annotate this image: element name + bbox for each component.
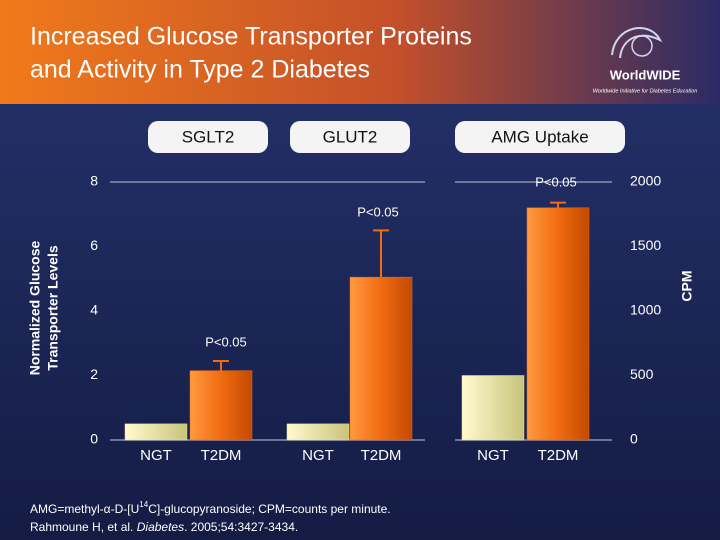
logo-name: WorldWIDE	[610, 67, 681, 82]
y2-tick-label: 2000	[630, 173, 661, 189]
y-tick-label: 2	[90, 366, 98, 382]
logo-swirl	[611, 27, 663, 59]
y-tick-label: 8	[90, 173, 98, 189]
x-tick-label: NGT	[302, 447, 334, 464]
title-line: Increased Glucose Transporter Proteins	[30, 23, 472, 51]
y2-tick-label: 1000	[630, 302, 661, 318]
y-tick-label: 0	[90, 431, 98, 447]
header-band	[0, 0, 720, 104]
y-tick-label: 4	[90, 302, 98, 318]
y2-tick-label: 1500	[630, 237, 661, 253]
bar	[124, 423, 188, 441]
y-axis-title: Normalized Glucose	[27, 240, 43, 375]
footnote-part: C]-glucopyranoside; CPM=counts per minut…	[148, 502, 390, 516]
title-line: and Activity in Type 2 Diabetes	[30, 56, 370, 84]
panel-header	[455, 121, 625, 153]
x-tick-label: T2DM	[538, 447, 579, 464]
x-tick-label: T2DM	[361, 447, 402, 464]
x-tick-label: T2DM	[201, 447, 242, 464]
logo-globe	[631, 35, 653, 57]
bar	[189, 370, 253, 441]
y2-tick-label: 500	[630, 366, 654, 382]
bar	[461, 375, 525, 441]
bar	[526, 207, 590, 441]
footnote: AMG=methyl-α-D-[U14C]-glucopyranoside; C…	[30, 500, 391, 516]
panel-title: SGLT2	[182, 127, 235, 146]
y-tick-label: 6	[90, 237, 98, 253]
y2-tick-label: 0	[630, 431, 638, 447]
bar	[286, 423, 350, 441]
panel-header	[290, 121, 410, 153]
y2-axis-title: CPM	[679, 270, 695, 301]
footnote-part: AMG=methyl-α-D-[U	[30, 502, 139, 516]
logo-tagline: Worldwide Initiative for Diabetes Educat…	[593, 88, 698, 94]
y-axis-title: Transporter Levels	[45, 245, 61, 370]
bar	[349, 276, 413, 441]
x-tick-label: NGT	[140, 447, 172, 464]
footnote-part: . 2005;54:3427-3434.	[184, 520, 298, 534]
annotation: P<0.05	[357, 204, 399, 219]
footnote: Rahmoune H, et al. Diabetes. 2005;54:342…	[30, 520, 298, 534]
footnote-part: Rahmoune H, et al.	[30, 520, 137, 534]
panel-header	[148, 121, 268, 153]
logo: WorldWIDE Worldwide Initiative for Diabe…	[593, 27, 698, 94]
panel-title: GLUT2	[323, 127, 378, 146]
annotation: P<0.05	[535, 174, 577, 189]
panel-title: AMG Uptake	[491, 127, 588, 146]
annotation: P<0.05	[205, 334, 247, 349]
x-tick-label: NGT	[477, 447, 509, 464]
footnote-part: Diabetes	[137, 520, 184, 534]
footnote-superscript: 14	[139, 500, 148, 509]
